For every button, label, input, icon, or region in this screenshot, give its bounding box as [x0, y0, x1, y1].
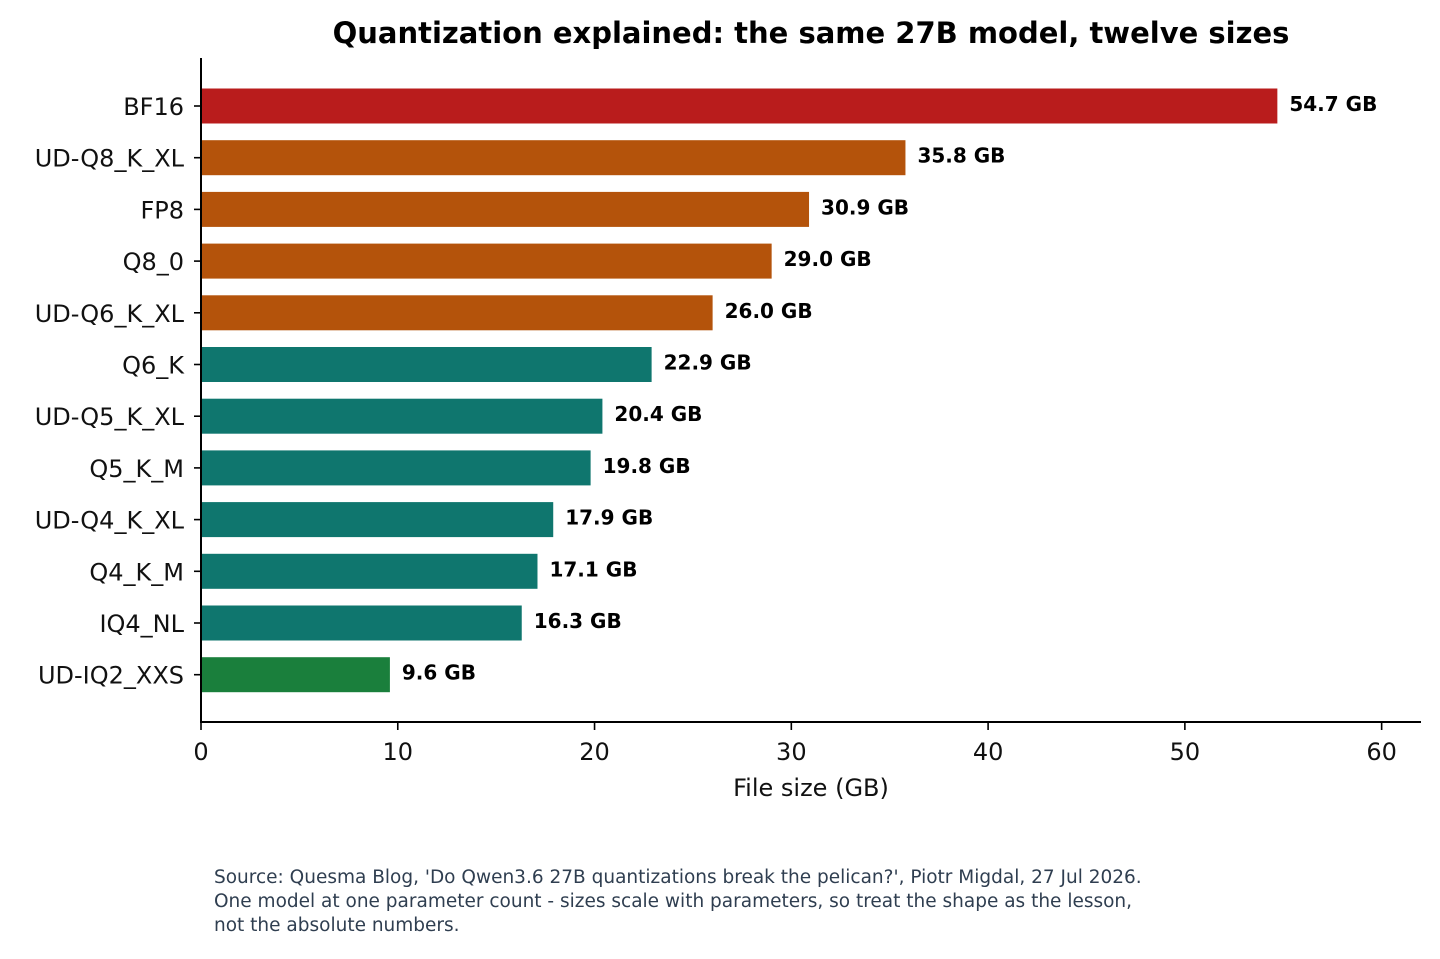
bar-value-label: 9.6 GB — [402, 661, 476, 685]
bars-layer: 54.7 GB 35.8 GB 30.9 GB 29.0 GB 26.0 GB 22.9 … — [201, 88, 1377, 693]
bar — [201, 553, 538, 589]
chart: Quantization explained: the same 27B mod… — [35, 16, 1421, 802]
bar-value-label: 22.9 GB — [664, 351, 752, 375]
x-tick-label: 50 — [1170, 738, 1201, 766]
x-tick-label: 10 — [383, 738, 414, 766]
bar — [201, 191, 810, 227]
x-tick-label: 60 — [1366, 738, 1397, 766]
y-tick-label: UD-Q8_K_XL — [35, 145, 185, 173]
bar-value-label: 17.9 GB — [565, 506, 653, 530]
bar — [201, 657, 390, 693]
bar-value-label: 30.9 GB — [821, 195, 909, 219]
y-tick-label: UD-Q6_K_XL — [35, 300, 185, 328]
bar-value-label: 16.3 GB — [534, 609, 622, 633]
bar — [201, 450, 591, 486]
bar — [201, 295, 713, 331]
bar — [201, 243, 772, 279]
bar-value-label: 19.8 GB — [603, 454, 691, 478]
x-axis-label: File size (GB) — [733, 774, 889, 802]
y-tick-label: IQ4_NL — [99, 610, 184, 638]
y-tick-label: Q8_0 — [123, 248, 184, 276]
bar-value-label: 20.4 GB — [614, 402, 702, 426]
x-tick-label: 40 — [973, 738, 1004, 766]
y-tick-label: BF16 — [123, 93, 184, 121]
y-tick-label: Q5_K_M — [89, 455, 184, 483]
bar — [201, 502, 554, 538]
source-note: Source: Quesma Blog, 'Do Qwen3.6 27B qua… — [214, 866, 1314, 938]
chart-title: Quantization explained: the same 27B mod… — [333, 16, 1290, 50]
x-tick-label: 20 — [579, 738, 610, 766]
bar-value-label: 17.1 GB — [549, 557, 637, 581]
bar — [201, 605, 522, 641]
bar — [201, 398, 603, 434]
bar-value-label: 35.8 GB — [917, 144, 1005, 168]
axes-layer: BF16 UD-Q8_K_XL FP8 Q8_0 UD-Q6_K_XL Q6_K UD-Q5… — [35, 58, 1421, 766]
source-note-line: Source: Quesma Blog, 'Do Qwen3.6 27B qua… — [214, 867, 1142, 888]
source-note-line: One model at one parameter count - sizes… — [214, 891, 1133, 912]
x-tick-label: 30 — [776, 738, 807, 766]
y-tick-label: UD-Q5_K_XL — [35, 403, 185, 431]
bar — [201, 140, 906, 176]
bar-value-label: 54.7 GB — [1289, 92, 1377, 116]
y-tick-label: Q4_K_M — [89, 558, 184, 586]
bar — [201, 347, 652, 382]
x-tick-label: 0 — [193, 738, 208, 766]
y-tick-label: FP8 — [140, 196, 184, 224]
bar — [201, 88, 1278, 124]
bar-value-label: 29.0 GB — [784, 247, 872, 271]
y-tick-label: UD-Q4_K_XL — [35, 507, 185, 535]
bar-value-label: 26.0 GB — [725, 299, 813, 323]
y-tick-label: UD-IQ2_XXS — [38, 662, 184, 690]
y-tick-label: Q6_K — [122, 352, 185, 380]
source-note-line: not the absolute numbers. — [214, 915, 460, 936]
